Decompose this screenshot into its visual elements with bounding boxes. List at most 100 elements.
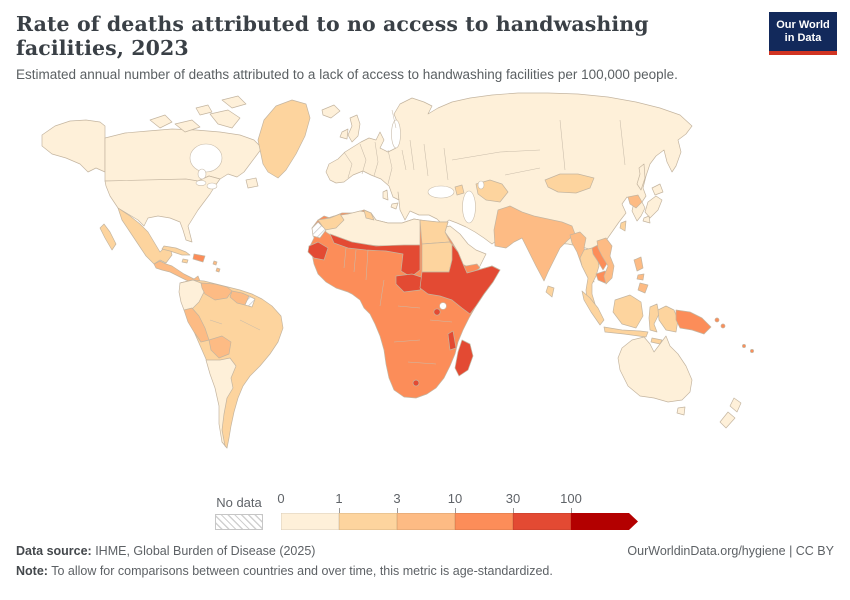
black-sea <box>427 185 455 199</box>
footer-note-label: Note: <box>16 564 48 578</box>
baltic-sea <box>391 119 401 149</box>
region-eurasia[interactable] <box>325 92 693 251</box>
hudson-bay <box>189 143 223 173</box>
legend-tick-1: 1 <box>335 491 343 506</box>
region-vietnam[interactable] <box>596 237 615 285</box>
legend-tick-0: 0 <box>277 491 285 506</box>
legend-tick-mark <box>455 508 456 513</box>
legend-tick-mark <box>571 508 572 513</box>
legend-no-data-swatch <box>215 514 263 530</box>
legend-bin-10-30[interactable] <box>455 513 513 530</box>
region-mexico[interactable] <box>99 207 173 265</box>
legend-bar <box>281 513 638 530</box>
legend-tick-3: 3 <box>393 491 401 506</box>
legend-tick-mark <box>397 508 398 513</box>
region-new-guinea-west[interactable] <box>657 305 679 333</box>
owid-logo-red-bar <box>769 51 837 55</box>
caspian-sea <box>462 190 476 224</box>
region-french-guiana[interactable] <box>244 295 256 308</box>
region-sahel[interactable] <box>329 233 421 278</box>
james-bay <box>197 168 207 180</box>
footer-note: Note: To allow for comparisons between c… <box>16 564 834 578</box>
region-usa[interactable] <box>104 175 221 243</box>
region-cuba[interactable] <box>161 245 191 256</box>
lake-victoria <box>439 302 447 310</box>
region-malawi[interactable] <box>447 330 457 351</box>
region-mongolia[interactable] <box>544 173 595 194</box>
region-newfoundland[interactable] <box>245 177 259 189</box>
legend-bin-1-3[interactable] <box>339 513 397 530</box>
region-caucasus[interactable] <box>454 184 465 196</box>
world-map <box>0 80 850 482</box>
region-ireland[interactable] <box>339 128 349 140</box>
country-borders <box>209 109 626 365</box>
region-car[interactable] <box>395 273 425 293</box>
map-legend: No data 0 1 3 10 30 100 <box>215 486 641 530</box>
region-western-sahara[interactable] <box>311 221 327 239</box>
region-venezuela[interactable] <box>200 282 233 301</box>
page-subtitle: Estimated annual number of deaths attrib… <box>16 67 678 82</box>
owid-logo-line1: Our World <box>776 19 830 31</box>
data-source-line: Data source: IHME, Global Burden of Dise… <box>16 544 315 558</box>
chart-footer: Data source: IHME, Global Burden of Dise… <box>16 544 834 578</box>
legend-tick-mark <box>513 508 514 513</box>
region-southern-cone[interactable] <box>205 357 237 449</box>
region-north-korea[interactable] <box>627 194 643 209</box>
legend-bin-30-100[interactable] <box>513 513 571 530</box>
region-new-zealand[interactable] <box>719 397 742 429</box>
region-australia[interactable] <box>617 335 693 416</box>
legend-bin-0-1[interactable] <box>281 513 339 530</box>
footer-note-text: To allow for comparisons between countri… <box>47 564 553 578</box>
chart-header: Rate of deaths attributed to no access t… <box>16 12 750 82</box>
legend-tick-100: 100 <box>560 491 582 506</box>
region-greenland[interactable] <box>257 99 311 179</box>
owid-logo-line2: in Data <box>784 32 822 44</box>
region-uk[interactable] <box>347 114 361 143</box>
region-pacific-islands[interactable] <box>742 344 746 348</box>
region-colombia-ecuador[interactable] <box>178 279 205 311</box>
region-madagascar[interactable] <box>454 339 474 377</box>
region-iceland[interactable] <box>321 104 341 119</box>
region-pacific-islands-2[interactable] <box>750 349 754 353</box>
region-antilles[interactable] <box>212 260 221 273</box>
region-papua-new-guinea[interactable] <box>675 309 712 335</box>
legend-bin-100+[interactable] <box>571 513 638 530</box>
page-title: Rate of deaths attributed to no access t… <box>16 12 649 60</box>
region-canada[interactable] <box>104 128 263 182</box>
region-hispaniola[interactable] <box>192 253 206 263</box>
region-central-america[interactable] <box>153 260 201 284</box>
region-alaska[interactable] <box>41 119 106 173</box>
region-solomon-islands-2[interactable] <box>720 323 726 329</box>
region-sri-lanka[interactable] <box>545 285 555 298</box>
region-japan[interactable] <box>642 183 664 224</box>
region-tunisia[interactable] <box>363 209 375 221</box>
region-solomon-islands[interactable] <box>714 317 720 323</box>
legend-tick-30: 30 <box>505 491 521 506</box>
region-arctic-islands[interactable] <box>149 95 247 133</box>
legend-no-data[interactable]: No data <box>215 495 263 530</box>
region-bolivia[interactable] <box>208 335 232 359</box>
region-horn[interactable] <box>419 243 501 315</box>
region-indonesia[interactable] <box>581 290 669 345</box>
legend-bin-3-10[interactable] <box>397 513 455 530</box>
owid-logo-box: Our World in Data <box>769 12 837 51</box>
region-lesotho[interactable] <box>412 379 420 387</box>
footer-link[interactable]: OurWorldinData.org/hygiene | CC BY <box>627 544 834 558</box>
world-map-svg <box>41 92 754 449</box>
legend-tick-mark <box>339 508 340 513</box>
lakes <box>189 119 485 310</box>
region-jamaica[interactable] <box>181 258 189 264</box>
region-philippines[interactable] <box>633 256 649 294</box>
aral-sea <box>477 180 485 190</box>
region-burundi[interactable] <box>433 308 441 316</box>
region-guinea-coast[interactable] <box>307 241 329 261</box>
great-lakes-2 <box>206 182 218 190</box>
legend-tick-10: 10 <box>447 491 463 506</box>
data-source-text: IHME, Global Burden of Disease (2025) <box>91 544 316 558</box>
data-source-label: Data source: <box>16 544 92 558</box>
owid-logo[interactable]: Our World in Data <box>769 12 837 55</box>
region-taiwan[interactable] <box>619 220 627 232</box>
legend-bar-block: 0 1 3 10 30 100 <box>277 486 641 530</box>
legend-no-data-label: No data <box>216 495 262 510</box>
region-south-asia[interactable] <box>493 205 576 282</box>
